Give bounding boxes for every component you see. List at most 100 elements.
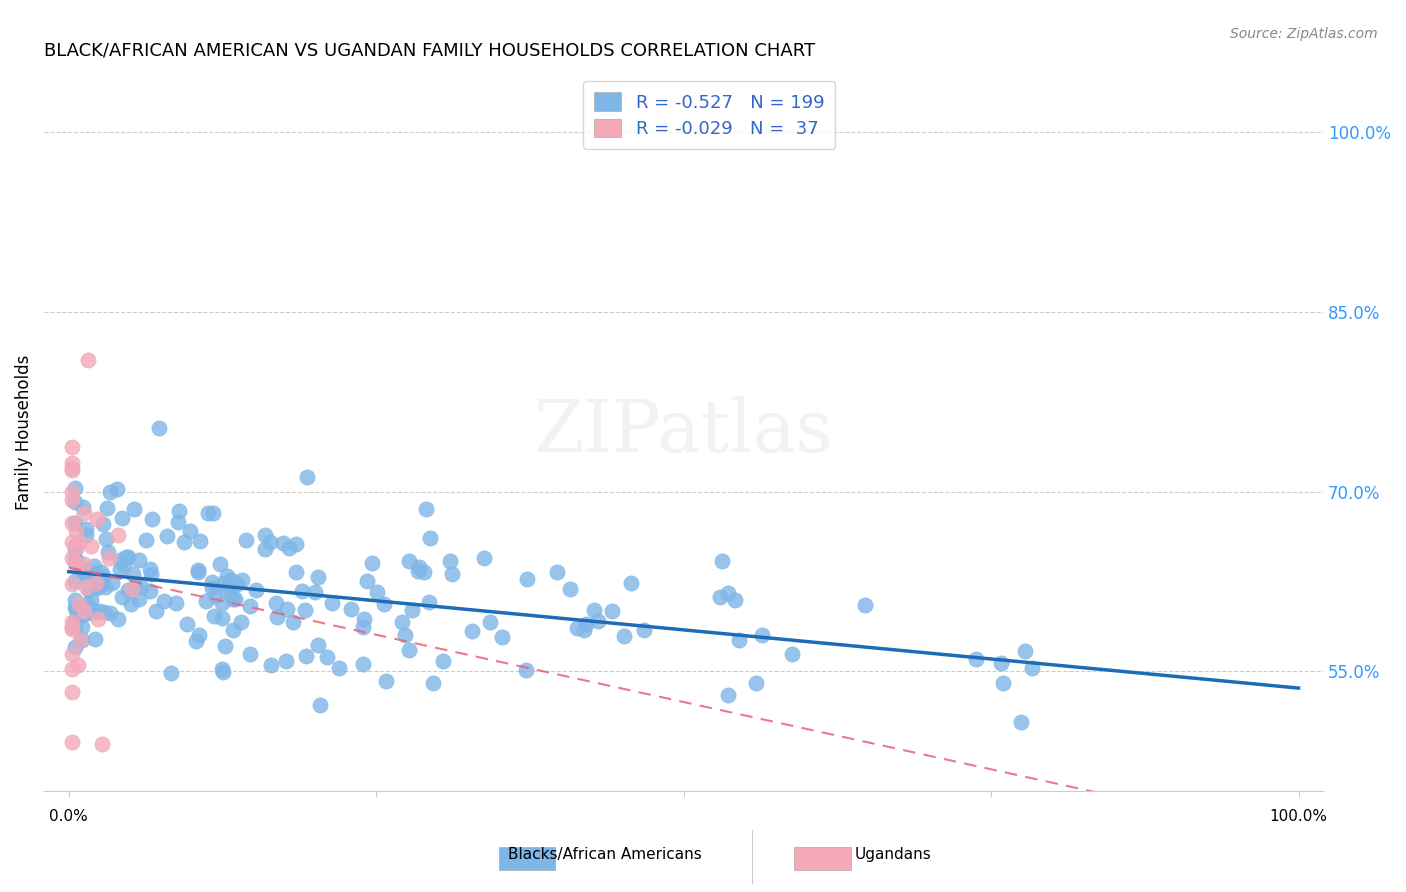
Point <box>620 576 643 591</box>
Point <box>60 493 83 508</box>
Point <box>253 528 276 542</box>
Point <box>98 485 121 500</box>
Point <box>63 620 86 634</box>
Point <box>167 515 190 529</box>
Point <box>60 485 83 500</box>
Text: BLACK/AFRICAN AMERICAN VS UGANDAN FAMILY HOUSEHOLDS CORRELATION CHART: BLACK/AFRICAN AMERICAN VS UGANDAN FAMILY… <box>44 42 815 60</box>
Point <box>91 737 114 751</box>
Point <box>84 566 107 580</box>
Point <box>187 628 209 642</box>
Point <box>167 504 190 518</box>
Point <box>63 481 86 495</box>
Point <box>70 632 93 647</box>
Point <box>97 545 120 559</box>
Point <box>472 551 495 566</box>
Point <box>131 581 153 595</box>
Point <box>266 609 288 624</box>
Point <box>80 593 103 607</box>
Point <box>76 597 98 611</box>
Point <box>408 559 430 574</box>
Point <box>1021 660 1043 674</box>
Point <box>479 615 502 630</box>
Point <box>600 604 623 618</box>
Point <box>201 581 224 595</box>
Point <box>361 556 384 570</box>
Point <box>139 584 162 599</box>
Point <box>575 616 598 631</box>
Point <box>259 535 281 549</box>
Point <box>86 582 108 596</box>
Point <box>710 554 733 568</box>
Point <box>366 584 388 599</box>
Point <box>105 483 128 497</box>
Point <box>60 440 83 454</box>
Point <box>67 535 90 549</box>
Point <box>60 735 83 749</box>
Point <box>73 603 96 617</box>
Point <box>226 577 249 591</box>
Point <box>156 529 179 543</box>
Point <box>515 663 537 677</box>
Point <box>75 564 97 578</box>
Point <box>339 602 361 616</box>
Point <box>90 578 112 592</box>
Point <box>352 620 374 634</box>
Point <box>253 541 276 556</box>
Point <box>60 456 83 470</box>
Legend: R = -0.527   N = 199, R = -0.029   N =  37: R = -0.527 N = 199, R = -0.029 N = 37 <box>583 81 835 149</box>
Point <box>211 611 233 625</box>
Point <box>353 612 375 626</box>
Point <box>633 623 655 637</box>
Point <box>60 460 83 475</box>
Point <box>308 698 330 713</box>
Point <box>271 536 294 550</box>
Point <box>398 642 420 657</box>
Point <box>91 517 114 532</box>
Point <box>60 577 83 591</box>
Point <box>60 463 83 477</box>
Point <box>60 550 83 565</box>
Point <box>321 596 343 610</box>
Point <box>111 511 134 525</box>
Point <box>69 632 91 647</box>
Point <box>328 661 350 675</box>
Point <box>398 554 420 568</box>
Point <box>63 540 86 554</box>
Point <box>1014 644 1036 658</box>
Point <box>418 595 440 609</box>
Point <box>197 506 219 520</box>
Point <box>96 501 118 516</box>
Point <box>65 541 87 556</box>
Point <box>316 649 339 664</box>
Text: 0.0%: 0.0% <box>49 809 89 824</box>
Point <box>63 543 86 558</box>
Point <box>401 602 423 616</box>
Point <box>214 639 236 653</box>
Point <box>76 563 98 577</box>
Point <box>202 608 225 623</box>
Point <box>422 675 444 690</box>
Point <box>179 524 201 538</box>
Point <box>80 540 103 554</box>
Point <box>75 522 97 536</box>
Point <box>63 551 86 566</box>
Point <box>229 615 252 629</box>
Point <box>63 494 86 508</box>
Point <box>128 553 150 567</box>
Point <box>224 592 246 607</box>
Point <box>60 662 83 676</box>
Point <box>201 574 224 589</box>
Point <box>73 607 96 621</box>
Point <box>709 590 731 604</box>
Point <box>80 606 103 620</box>
Point <box>77 582 100 597</box>
Point <box>86 579 108 593</box>
Point <box>65 557 87 571</box>
Point <box>215 582 238 596</box>
Point <box>239 647 262 661</box>
Point <box>219 574 242 588</box>
Point <box>75 527 97 541</box>
Point <box>72 562 94 576</box>
Point <box>60 615 83 630</box>
Point <box>139 561 162 575</box>
